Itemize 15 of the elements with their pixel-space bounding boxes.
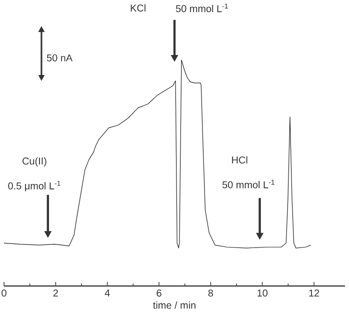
x-tick-label: 10 <box>258 290 268 297</box>
annotation: 50 mmol L$^{-1}$ <box>222 180 274 188</box>
annotation: HCl <box>232 156 248 164</box>
x-tick-label: 2 <box>53 290 58 296</box>
text: 50 mmol L$^{-1}$ <box>176 4 228 12</box>
x-tick-label: 4 <box>104 290 110 296</box>
x-tick-label: 6 <box>156 290 162 297</box>
x-tick-label: 8 <box>208 290 214 297</box>
annotation: 50 nA <box>46 54 73 62</box>
x-tick-label: 12 <box>309 290 320 296</box>
x-axis-title: time / min <box>153 301 196 309</box>
x-tick-label: 0 <box>2 290 6 297</box>
annotation: 0.5 μmol L$^{-1}$ <box>8 180 60 192</box>
text: KCl <box>130 4 146 12</box>
annotation: Cu(II) <box>22 157 46 167</box>
